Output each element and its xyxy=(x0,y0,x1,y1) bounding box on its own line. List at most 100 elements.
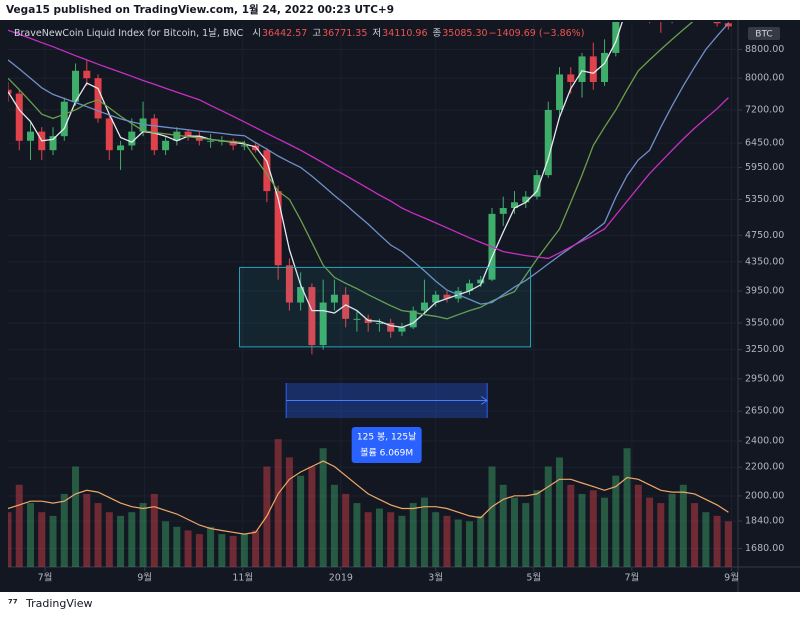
candle-body xyxy=(8,89,12,94)
candle-body xyxy=(240,145,248,147)
y-tick-label: 3250.00 xyxy=(745,344,784,355)
candle-body xyxy=(544,109,552,176)
candle-body xyxy=(432,294,440,303)
candle-body xyxy=(184,131,192,137)
volume-bar xyxy=(83,493,91,567)
volume-bar xyxy=(353,503,361,567)
readout-item: 고 xyxy=(312,28,321,39)
candle-body xyxy=(83,70,91,79)
candle-body xyxy=(477,279,485,284)
volume-bar xyxy=(589,490,597,567)
publisher: Vega15 published on TradingView.com, 1월 … xyxy=(6,3,394,16)
y-tick-label: 4750.00 xyxy=(745,230,784,241)
candle-body xyxy=(274,191,282,266)
candle-body xyxy=(94,78,102,119)
candle-body xyxy=(60,101,68,137)
moving-average-line xyxy=(8,29,729,260)
candle-body xyxy=(522,196,530,203)
volume-bar xyxy=(229,535,237,567)
volume-bar xyxy=(544,466,552,567)
y-tick-label: 2400.00 xyxy=(745,436,784,447)
volume-bar xyxy=(443,515,451,567)
x-tick-label: 2019 xyxy=(329,573,353,584)
volume-bar xyxy=(150,493,158,567)
candle-body xyxy=(27,131,35,141)
volume-bar xyxy=(162,521,170,567)
volume-bar xyxy=(105,512,113,567)
y-tick-label: 2650.00 xyxy=(745,406,784,417)
volume-bar xyxy=(522,503,530,567)
moving-average-line xyxy=(8,22,729,305)
volume-bar xyxy=(330,484,338,567)
candle-body xyxy=(297,287,305,303)
candle-body xyxy=(72,70,80,102)
candle-body xyxy=(612,22,620,53)
x-tick-label: 5월 xyxy=(526,572,541,584)
volume-bar xyxy=(567,484,575,567)
y-tick-label: 5950.00 xyxy=(745,162,784,173)
volume-bar xyxy=(252,530,260,567)
date-range-label: 볼륨 6.069M xyxy=(360,448,413,459)
candle-body xyxy=(105,118,113,151)
y-tick-label: 2200.00 xyxy=(745,462,784,473)
candle-body xyxy=(308,287,316,346)
moving-average-line xyxy=(8,22,623,328)
candle-body xyxy=(556,74,564,110)
candle-body xyxy=(319,302,327,346)
candle-body xyxy=(601,52,609,82)
volume-bar xyxy=(207,526,215,567)
y-tick-label: 3550.00 xyxy=(745,318,784,329)
volume-bar xyxy=(27,503,35,567)
readout-item: 36442.57 xyxy=(262,28,307,39)
volume-ma-line xyxy=(8,460,729,535)
volume-bar xyxy=(218,534,226,567)
readout-item: −1409.69 (−3.86%) xyxy=(489,28,585,39)
volume-bar xyxy=(601,497,609,567)
date-range-label: 125 봉, 125날 xyxy=(357,432,417,443)
x-tick-label: 11월 xyxy=(232,572,253,584)
volume-bar xyxy=(533,490,541,567)
candle-body xyxy=(353,318,361,320)
candle-body xyxy=(443,294,451,299)
volume-bar xyxy=(499,484,507,567)
candle-body xyxy=(409,310,417,328)
symbol-badge xyxy=(748,27,780,40)
y-tick-label: 8000.00 xyxy=(745,73,784,84)
candle-body xyxy=(465,283,473,291)
legend: BraveNewCoin Liquid Index for Bitcoin, 1… xyxy=(14,28,584,39)
volume-bar xyxy=(364,512,372,567)
volume-bar xyxy=(38,512,46,567)
candle-body xyxy=(128,131,136,146)
candle-body xyxy=(150,118,158,151)
volume-bar xyxy=(488,466,496,567)
volume-bar xyxy=(184,530,192,567)
date-range-label-box xyxy=(351,427,422,463)
candle-body xyxy=(207,140,215,142)
readout-item: 35085.30 xyxy=(442,28,487,39)
readout-item: 34110.96 xyxy=(382,28,427,39)
volume-bar xyxy=(477,515,485,567)
candle-body xyxy=(263,150,271,192)
volume-bar xyxy=(173,526,181,567)
volume-bar xyxy=(375,508,383,567)
volume-bar xyxy=(623,448,631,567)
candle-body xyxy=(387,323,395,332)
volume-bar xyxy=(420,497,428,567)
footer-brand: TradingView xyxy=(25,597,92,610)
candle-body xyxy=(589,56,597,82)
candle-body xyxy=(510,202,518,209)
volume-bar xyxy=(195,534,203,567)
candle-body xyxy=(533,175,541,197)
volume-bar xyxy=(432,512,440,567)
candle-body xyxy=(567,74,575,82)
candle-body xyxy=(420,302,428,311)
volume-bar xyxy=(556,457,564,567)
y-tick-label: 4350.00 xyxy=(745,256,784,267)
y-tick-label: 3950.00 xyxy=(745,285,784,296)
y-tick-label: 5350.00 xyxy=(745,194,784,205)
readout-item: 36771.35 xyxy=(322,28,367,39)
y-tick-label: 1840.00 xyxy=(745,516,784,527)
candle-body xyxy=(375,323,383,325)
logo-mark: ⁷⁷ xyxy=(8,597,18,610)
